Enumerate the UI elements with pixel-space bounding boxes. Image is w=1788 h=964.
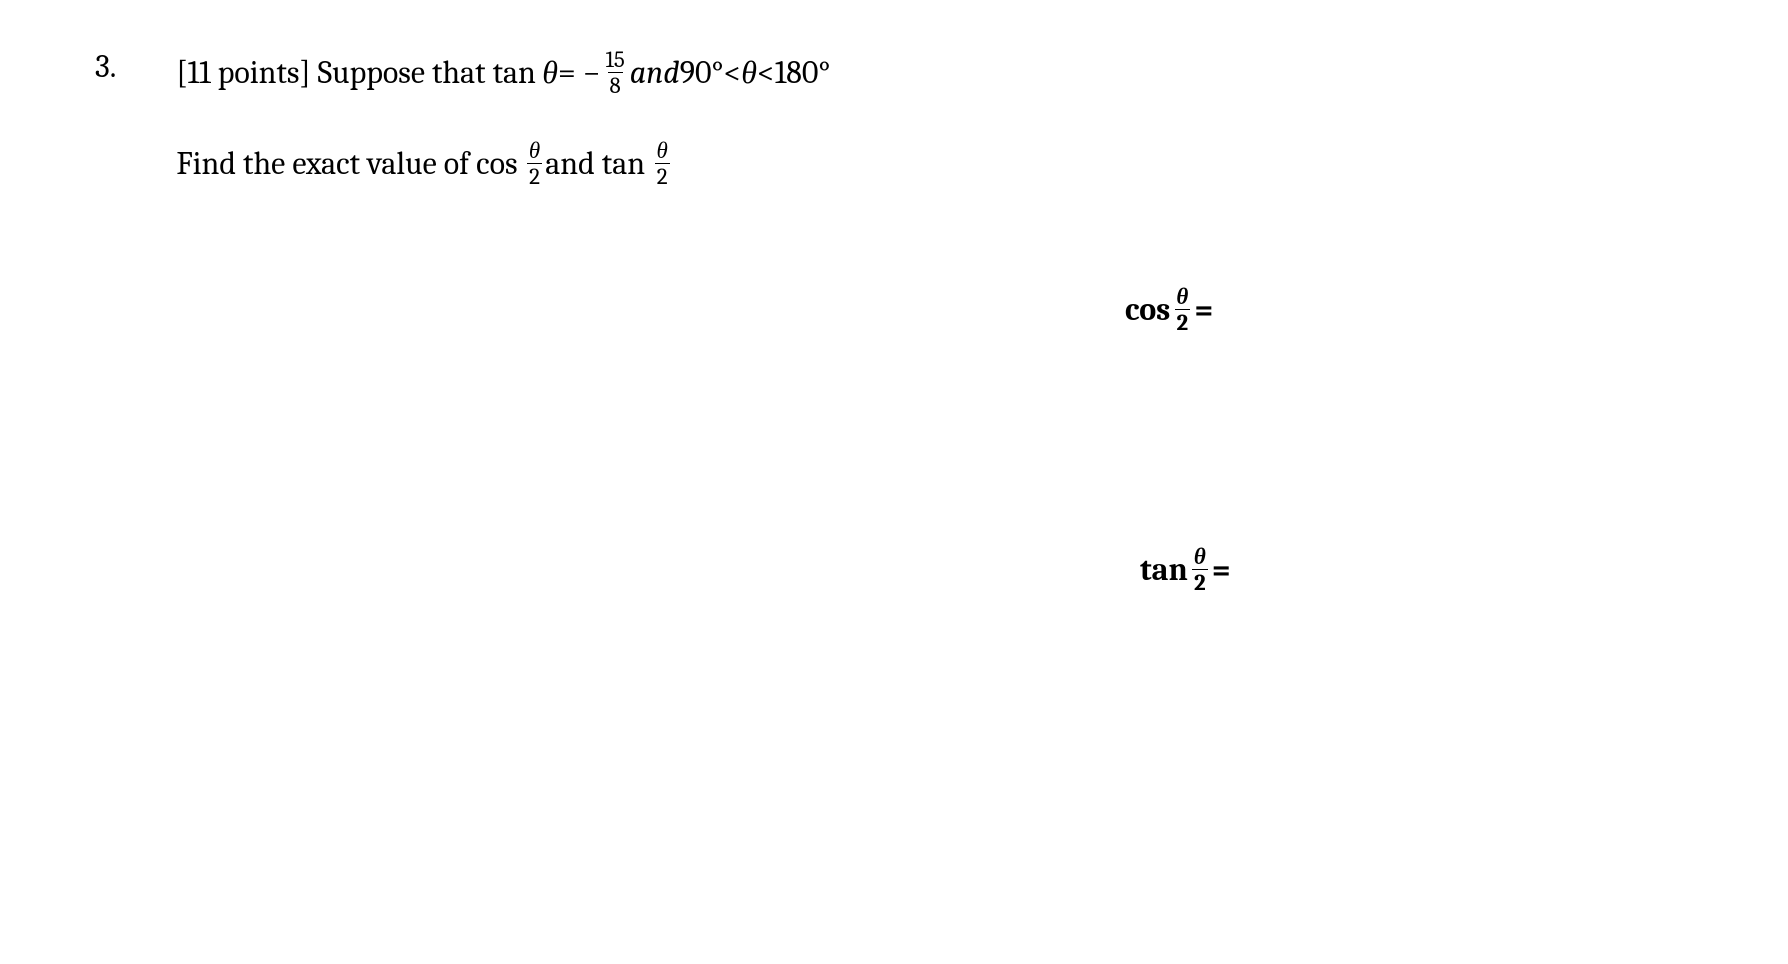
frac-den: 8 — [608, 72, 623, 97]
frac-num-theta1: θ — [527, 139, 542, 163]
frac-den-2a: 2 — [527, 163, 542, 188]
cos-label: cos — [1125, 291, 1170, 328]
tan-frac: θ 2 — [1192, 545, 1208, 594]
tan-equals: = — [1212, 551, 1231, 588]
theta-symbol: θ — [542, 54, 558, 91]
lt1: < — [724, 54, 742, 91]
and-text: and — [630, 54, 680, 91]
tan-frac-num: θ — [1192, 545, 1208, 569]
range-start: 90° — [680, 54, 724, 91]
problem-number: 3. — [95, 48, 116, 86]
frac-den-2b: 2 — [655, 163, 670, 188]
cos-frac-num: θ — [1174, 285, 1190, 309]
cos-frac-den: 2 — [1175, 309, 1191, 334]
cos-equals: = — [1194, 291, 1213, 328]
problem-body: [11 points] Suppose that tan θ = − 15 8 … — [176, 48, 830, 188]
fraction-15-8: 15 8 — [604, 48, 627, 97]
equals-neg: = − — [558, 54, 601, 91]
fraction-theta-2-cos: θ 2 — [527, 139, 542, 188]
line2-mid: and tan — [545, 145, 651, 182]
problem-container: 3. [11 points] Suppose that tan θ = − 15… — [95, 48, 830, 188]
line1-prefix: [11 points] Suppose that tan — [176, 54, 542, 91]
range-end: 180° — [775, 54, 831, 91]
cos-frac: θ 2 — [1174, 285, 1190, 334]
fraction-theta-2-tan: θ 2 — [655, 139, 670, 188]
problem-line1: [11 points] Suppose that tan θ = − 15 8 … — [176, 48, 830, 97]
lt2: < — [757, 54, 775, 91]
problem-line2: Find the exact value of cos θ 2 and tan … — [176, 139, 830, 188]
theta-symbol-2: θ — [741, 54, 757, 91]
line2-prefix: Find the exact value of cos — [176, 145, 524, 182]
tan-label: tan — [1140, 551, 1188, 588]
answer-tan: tan θ 2 = — [1140, 545, 1231, 594]
tan-frac-den: 2 — [1192, 569, 1208, 594]
frac-num-theta2: θ — [655, 139, 670, 163]
answer-cos: cos θ 2 = — [1125, 285, 1213, 334]
frac-num: 15 — [604, 48, 627, 72]
